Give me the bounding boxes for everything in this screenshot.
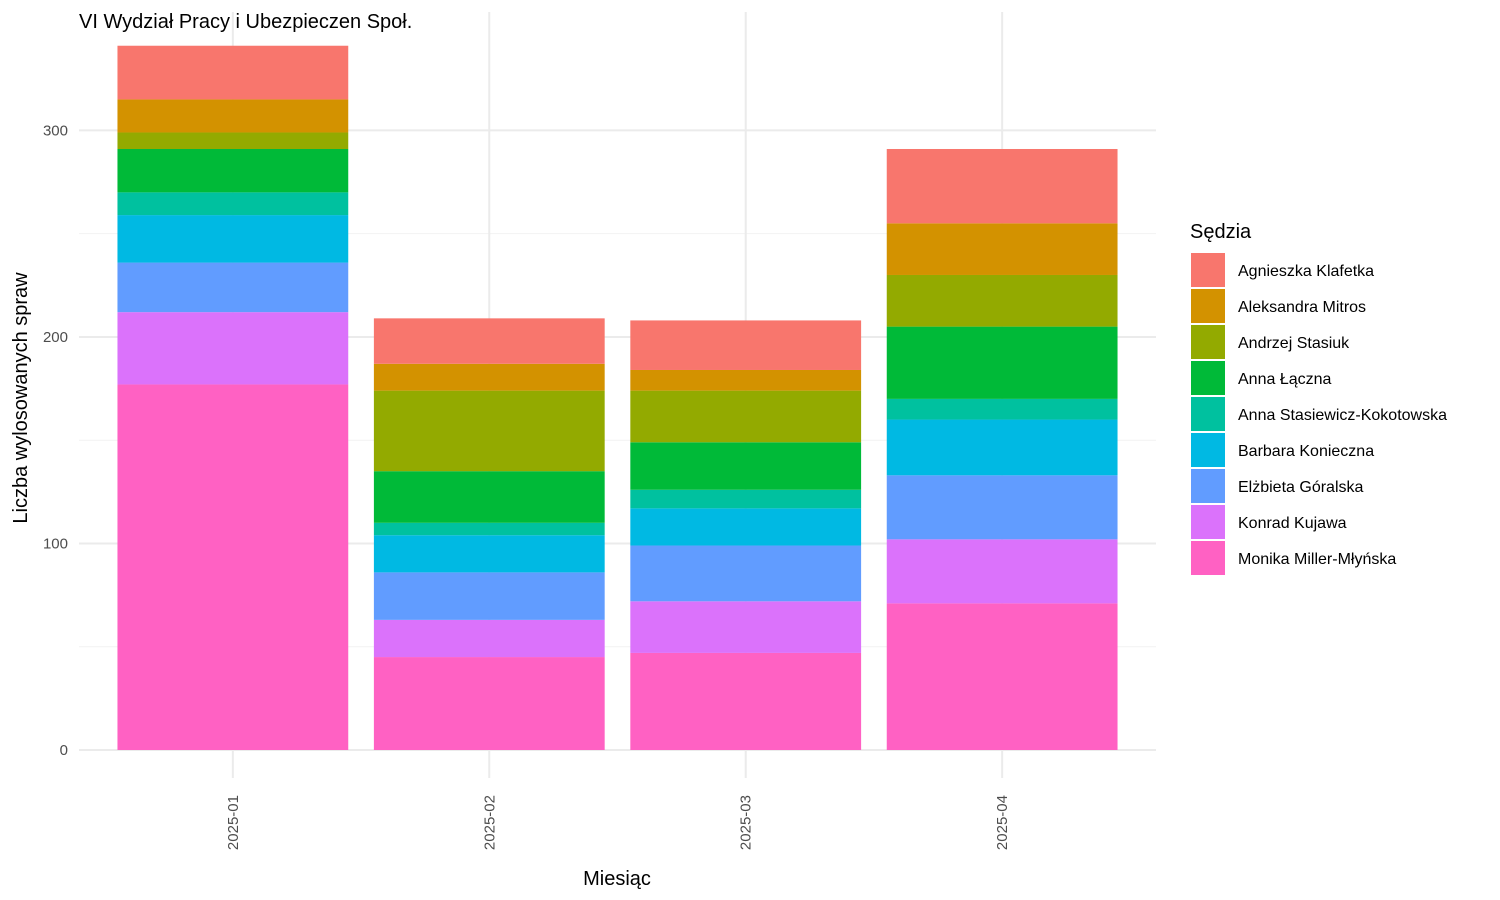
bar-segment	[117, 45, 349, 100]
legend-label: Anna Łączna	[1238, 371, 1332, 388]
bar-segment	[117, 262, 349, 313]
legend-label: Andrzej Stasiuk	[1238, 335, 1350, 352]
bar-segment	[630, 508, 862, 546]
y-tick-label: 200	[43, 329, 68, 346]
legend-label: Konrad Kujawa	[1238, 515, 1347, 532]
bar-segment	[373, 619, 605, 658]
legend-label: Agnieszka Klafetka	[1238, 263, 1374, 280]
bar-segment	[117, 312, 349, 385]
bar-segment	[373, 522, 605, 536]
legend-swatch	[1191, 361, 1225, 395]
bar-segment	[373, 363, 605, 391]
bar-segment	[373, 471, 605, 523]
x-tick-label: 2025-01	[225, 795, 242, 850]
bar-segment	[886, 223, 1118, 275]
bar-segment	[117, 148, 349, 193]
bar-segment	[630, 545, 862, 602]
bar-segment	[117, 215, 349, 263]
x-axis-title: Miesiąc	[583, 868, 651, 890]
bar-stacks	[117, 45, 1118, 750]
y-axis-ticks: 0 100 200 300	[43, 122, 68, 759]
bar-segment	[630, 390, 862, 443]
legend-label: Barbara Konieczna	[1238, 443, 1374, 460]
x-tick-label: 2025-04	[994, 795, 1011, 850]
bar-segment	[886, 419, 1118, 476]
legend-label: Elżbieta Góralska	[1238, 479, 1363, 496]
legend: Sędzia Agnieszka Klafetka Aleksandra Mitr…	[1190, 221, 1447, 575]
y-tick-label: 0	[60, 742, 68, 759]
bar-segment	[630, 652, 862, 750]
bar-segment	[373, 535, 605, 573]
legend-items: Agnieszka Klafetka Aleksandra Mitros Andrz…	[1191, 253, 1447, 575]
legend-label: Anna Stasiewicz-Kokotowska	[1238, 407, 1447, 424]
bar-segment	[886, 148, 1118, 224]
y-tick-label: 100	[43, 535, 68, 552]
legend-swatch	[1191, 325, 1225, 359]
legend-swatch	[1191, 541, 1225, 575]
legend-swatch	[1191, 469, 1225, 503]
bar-segment	[886, 326, 1118, 399]
legend-swatch	[1191, 253, 1225, 287]
x-tick-label: 2025-03	[738, 795, 755, 850]
legend-swatch	[1191, 289, 1225, 323]
bar-segment	[886, 398, 1118, 420]
bar-segment	[886, 603, 1118, 750]
bar-segment	[373, 572, 605, 620]
bar-segment	[373, 390, 605, 472]
legend-swatch	[1191, 505, 1225, 539]
legend-title: Sędzia	[1190, 221, 1252, 243]
chart-title: VI Wydział Pracy i Ubezpieczen Społ.	[79, 11, 412, 33]
bar-segment	[886, 475, 1118, 540]
bar-segment	[630, 369, 862, 391]
bar-segment	[630, 489, 862, 509]
bar-segment	[886, 274, 1118, 327]
legend-swatch	[1191, 397, 1225, 431]
x-axis-ticks: 2025-01 2025-02 2025-03 2025-04	[225, 795, 1011, 850]
legend-swatch	[1191, 433, 1225, 467]
legend-label: Monika Miller-Młyńska	[1238, 551, 1396, 568]
bar-segment	[373, 318, 605, 364]
bar-segment	[630, 601, 862, 653]
bar-segment	[117, 192, 349, 216]
bar-segment	[117, 99, 349, 133]
bar-segment	[630, 320, 862, 370]
bar-segment	[630, 442, 862, 490]
legend-label: Aleksandra Mitros	[1238, 299, 1366, 316]
bar-segment	[886, 539, 1118, 604]
x-tick-label: 2025-02	[481, 795, 498, 850]
bar-segment	[117, 132, 349, 149]
bar-segment	[117, 384, 349, 750]
bar-segment	[373, 657, 605, 750]
y-tick-label: 300	[43, 122, 68, 139]
y-axis-title: Liczba wylosowanych spraw	[10, 272, 32, 524]
